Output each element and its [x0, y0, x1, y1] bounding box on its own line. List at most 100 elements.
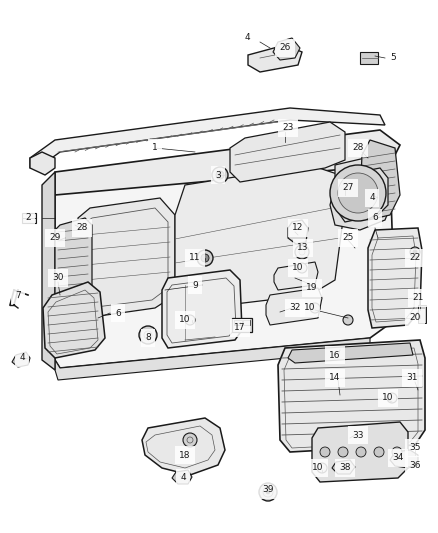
- Text: 20: 20: [410, 313, 420, 322]
- Text: 34: 34: [392, 454, 404, 463]
- Polygon shape: [43, 282, 105, 358]
- Text: 10: 10: [382, 393, 394, 402]
- Circle shape: [330, 165, 386, 221]
- Polygon shape: [12, 352, 30, 367]
- Circle shape: [317, 463, 327, 473]
- Polygon shape: [360, 140, 400, 220]
- Text: 25: 25: [343, 233, 354, 243]
- Circle shape: [216, 171, 224, 179]
- Text: 11: 11: [189, 254, 201, 262]
- Polygon shape: [248, 45, 302, 72]
- Circle shape: [139, 326, 157, 344]
- Text: 14: 14: [329, 374, 341, 383]
- Circle shape: [183, 433, 197, 447]
- Polygon shape: [368, 228, 422, 328]
- Text: 30: 30: [52, 273, 64, 282]
- Polygon shape: [273, 38, 300, 60]
- Polygon shape: [288, 220, 308, 244]
- Text: 3: 3: [215, 171, 221, 180]
- Polygon shape: [364, 190, 382, 206]
- Text: 2: 2: [25, 214, 31, 222]
- Text: 17: 17: [234, 324, 246, 333]
- Circle shape: [387, 393, 397, 403]
- Bar: [234, 320, 242, 325]
- Bar: [232, 318, 252, 332]
- Circle shape: [197, 250, 213, 266]
- Circle shape: [343, 315, 353, 325]
- Polygon shape: [78, 198, 175, 318]
- Circle shape: [356, 447, 366, 457]
- Polygon shape: [55, 218, 92, 320]
- Circle shape: [295, 245, 309, 259]
- Text: 36: 36: [409, 461, 421, 470]
- Text: 33: 33: [352, 431, 364, 440]
- Text: 4: 4: [19, 353, 25, 362]
- Text: 23: 23: [283, 124, 294, 133]
- Text: 32: 32: [290, 303, 301, 312]
- Polygon shape: [230, 122, 345, 182]
- Text: 29: 29: [49, 233, 61, 243]
- Text: 28: 28: [76, 223, 88, 232]
- Text: 6: 6: [372, 214, 378, 222]
- Polygon shape: [288, 343, 413, 363]
- Polygon shape: [55, 338, 370, 380]
- Text: 39: 39: [262, 486, 274, 495]
- Text: 7: 7: [15, 290, 21, 300]
- Polygon shape: [55, 165, 395, 368]
- Text: 4: 4: [180, 473, 186, 482]
- Text: 10: 10: [304, 303, 316, 312]
- Polygon shape: [162, 270, 242, 348]
- Text: 38: 38: [339, 464, 351, 472]
- Text: 28: 28: [352, 143, 364, 152]
- Text: 19: 19: [306, 284, 318, 293]
- Circle shape: [410, 247, 420, 257]
- Circle shape: [320, 447, 330, 457]
- Circle shape: [310, 303, 320, 313]
- Text: 31: 31: [406, 374, 418, 383]
- Text: 9: 9: [192, 280, 198, 289]
- Text: 10: 10: [179, 316, 191, 325]
- Circle shape: [212, 167, 228, 183]
- Text: 4: 4: [244, 34, 250, 43]
- Circle shape: [338, 173, 378, 213]
- Polygon shape: [338, 168, 388, 222]
- Circle shape: [392, 447, 402, 457]
- Circle shape: [338, 447, 348, 457]
- Polygon shape: [266, 288, 322, 325]
- Text: 8: 8: [145, 334, 151, 343]
- Text: 10: 10: [292, 263, 304, 272]
- Text: 16: 16: [329, 351, 341, 359]
- Text: 4: 4: [369, 193, 375, 203]
- Text: 12: 12: [292, 223, 304, 232]
- Polygon shape: [42, 172, 55, 370]
- Text: 10: 10: [312, 464, 324, 472]
- Text: 22: 22: [410, 254, 420, 262]
- Polygon shape: [55, 130, 400, 205]
- Polygon shape: [30, 152, 55, 175]
- Text: 35: 35: [409, 443, 421, 453]
- Bar: [22, 213, 36, 223]
- Polygon shape: [274, 262, 318, 290]
- Text: 21: 21: [412, 294, 424, 303]
- Bar: [360, 52, 378, 64]
- Circle shape: [374, 447, 384, 457]
- Circle shape: [266, 490, 270, 494]
- Text: 27: 27: [343, 183, 354, 192]
- Text: 6: 6: [115, 309, 121, 318]
- Polygon shape: [332, 460, 355, 474]
- Polygon shape: [172, 470, 192, 484]
- Text: 5: 5: [390, 53, 396, 62]
- Circle shape: [259, 483, 277, 501]
- Text: 18: 18: [179, 450, 191, 459]
- Polygon shape: [30, 108, 385, 168]
- Polygon shape: [390, 450, 418, 468]
- Circle shape: [413, 250, 417, 254]
- Bar: [243, 320, 250, 325]
- Polygon shape: [142, 418, 225, 475]
- Polygon shape: [330, 158, 395, 230]
- Text: 13: 13: [297, 244, 309, 253]
- Polygon shape: [175, 165, 345, 310]
- Text: 1: 1: [152, 143, 158, 152]
- Bar: [418, 305, 426, 323]
- Circle shape: [201, 254, 209, 262]
